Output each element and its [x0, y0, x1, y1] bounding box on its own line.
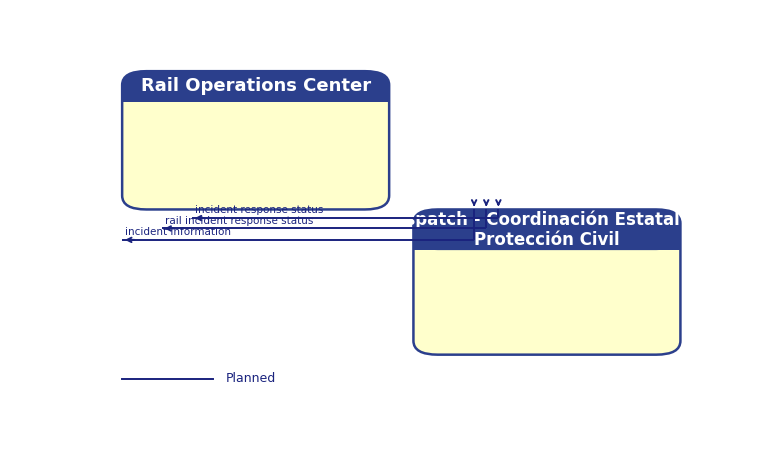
FancyBboxPatch shape	[122, 71, 389, 101]
Text: Dispatch - Coordinación Estatal de
Protección Civil: Dispatch - Coordinación Estatal de Prote…	[385, 210, 709, 250]
Bar	[122, 85, 389, 101]
Bar	[413, 228, 680, 250]
Text: Planned: Planned	[226, 372, 276, 385]
Text: Rail Operations Center: Rail Operations Center	[141, 77, 370, 95]
FancyBboxPatch shape	[413, 209, 680, 355]
Text: incident response status: incident response status	[195, 205, 323, 216]
FancyBboxPatch shape	[413, 209, 680, 250]
Text: rail incident response status: rail incident response status	[164, 216, 313, 226]
Text: incident information: incident information	[125, 227, 231, 237]
FancyBboxPatch shape	[122, 71, 389, 209]
